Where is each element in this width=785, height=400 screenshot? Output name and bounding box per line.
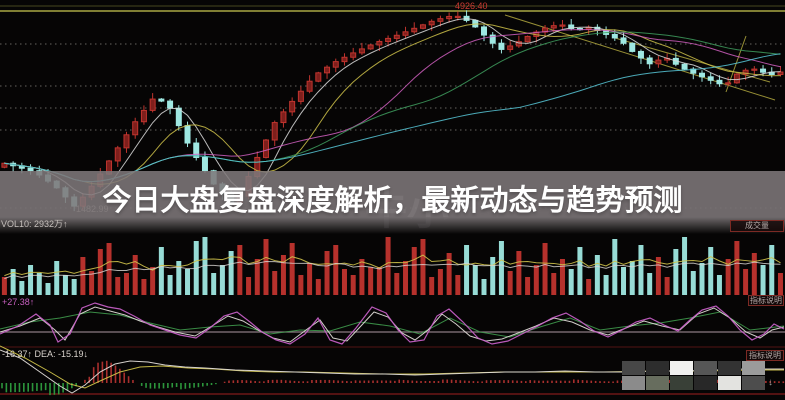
- oscillator-chart: [0, 302, 785, 345]
- indicator-help-link[interactable]: 指标说明: [746, 350, 784, 361]
- volume-ma-label: VOL10: 2932万↑: [1, 219, 68, 229]
- mosaic-tile: [718, 376, 741, 390]
- mosaic-tile: [646, 361, 669, 375]
- mosaic-tile: [670, 361, 693, 375]
- title-banner: 今日大盘复盘深度解析，最新动态与趋势预测: [0, 171, 785, 217]
- mosaic-tile: [622, 361, 645, 375]
- scroll-down-icon: ↓: [768, 377, 773, 388]
- mosaic-tile: [670, 376, 693, 390]
- volume-ma-lines: [4, 254, 781, 280]
- banner-bottom-fade: [0, 217, 785, 234]
- mosaic-censor-block: [622, 361, 765, 390]
- mosaic-tile: [742, 361, 765, 375]
- macd-value-label: -16.37↑ DEA: -15.19↓: [2, 349, 89, 359]
- oscillator-value-label: +27.38↑: [2, 297, 35, 307]
- mosaic-tile: [742, 376, 765, 390]
- banner-title: 今日大盘复盘深度解析，最新动态与趋势预测: [102, 185, 683, 217]
- high-price-label: 4926.40: [455, 1, 488, 11]
- indicator-help-link[interactable]: 指标说明: [748, 295, 784, 306]
- kline-ma-lines: [4, 18, 781, 196]
- volume-pane-label: 成交量: [730, 220, 784, 232]
- mosaic-tile: [694, 361, 717, 375]
- mosaic-tile: [694, 376, 717, 390]
- mosaic-tile: [622, 376, 645, 390]
- mosaic-tile: [646, 376, 669, 390]
- mosaic-tile: [718, 361, 741, 375]
